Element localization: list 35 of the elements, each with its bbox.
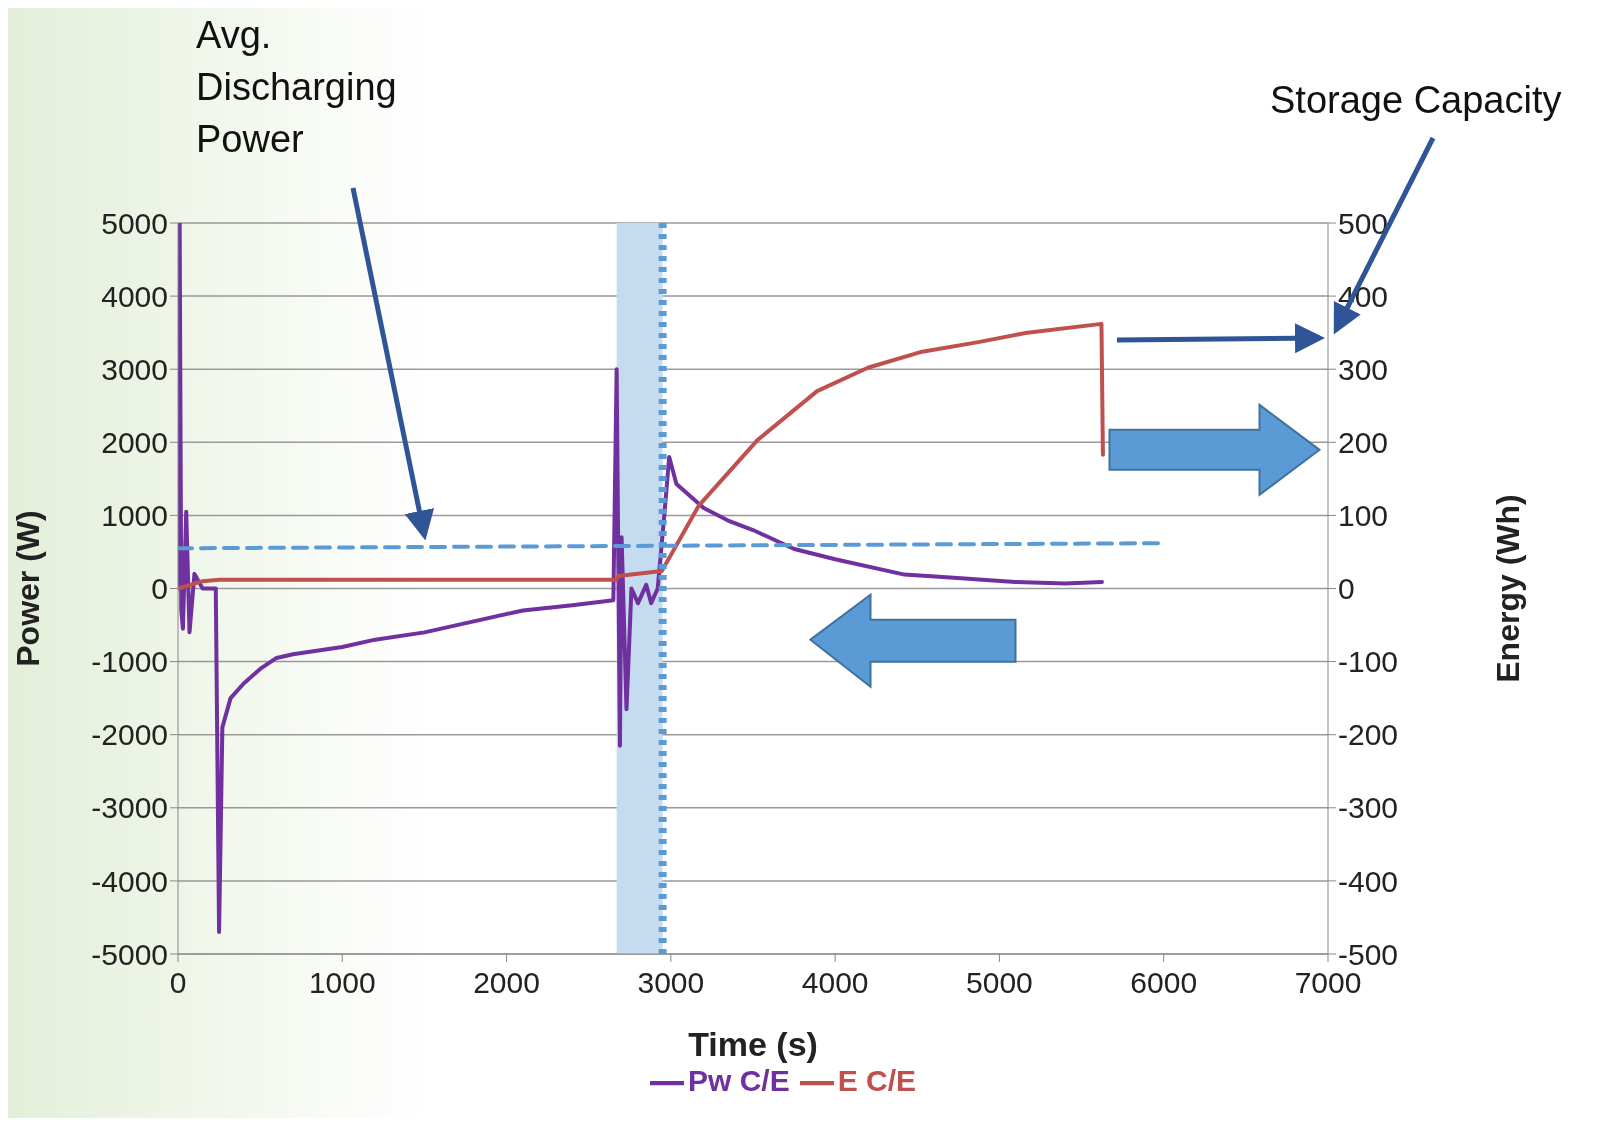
x-tick-label: 6000 (1130, 966, 1198, 1000)
y-axis-title: Power (W) (10, 510, 47, 667)
y2-tick-label: -100 (1338, 645, 1399, 679)
x-tick-label: 4000 (801, 966, 869, 1000)
legend-label: E C/E (837, 1064, 917, 1097)
y-tick-label: -3000 (91, 791, 168, 825)
y2-tick-label: -200 (1338, 718, 1399, 752)
y-tick-label: -1000 (91, 645, 168, 679)
x-axis-title: Time (s) (688, 1025, 818, 1063)
y2-tick-label: 100 (1338, 499, 1389, 533)
x-tick-label: 3000 (637, 966, 705, 1000)
y-tick-label: -4000 (91, 864, 168, 898)
y2-tick-label: 0 (1338, 572, 1355, 606)
line-series (178, 223, 1104, 935)
y-tick-label: 4000 (101, 279, 168, 313)
y-tick-label: -5000 (91, 937, 168, 971)
y-tick-label: 3000 (101, 352, 168, 386)
y-tick-label: 2000 (101, 425, 168, 459)
y2-tick-label: -300 (1338, 791, 1399, 825)
y-tick-label: -2000 (91, 718, 168, 752)
y2-tick-label: 300 (1338, 352, 1389, 386)
y2-tick-label: 500 (1338, 206, 1389, 240)
y-tick-label: 0 (151, 572, 168, 606)
x-tick-label: 5000 (966, 966, 1033, 1000)
line-series (178, 321, 1105, 591)
y-tick-label: 5000 (101, 206, 168, 240)
x-tick-label: 2000 (473, 966, 540, 1000)
x-tick-label: 1000 (308, 966, 376, 1000)
y-tick-label: 1000 (101, 499, 168, 533)
legend-label: Pw C/E (687, 1064, 790, 1097)
y2-tick-label: -400 (1338, 864, 1399, 898)
y2-axis-title: Energy (Wh) (1490, 494, 1527, 683)
text: Avg. Discharging Power (196, 14, 397, 160)
text: Storage Capacity (1270, 79, 1562, 121)
y2-tick-label: 200 (1338, 425, 1389, 459)
